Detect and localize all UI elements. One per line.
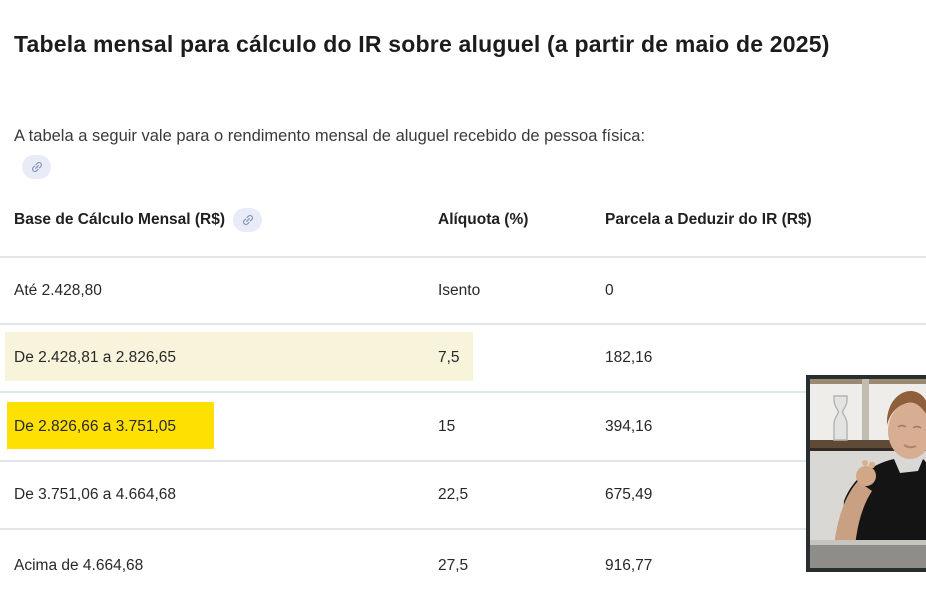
intro-paragraph: A tabela a seguir vale para o rendimento… bbox=[14, 123, 669, 179]
cell-base: De 2.428,81 a 2.826,65 bbox=[14, 349, 177, 366]
link-icon bbox=[31, 161, 42, 172]
citation-chip[interactable] bbox=[233, 208, 263, 232]
cell-aliquota: 27,5 bbox=[438, 556, 469, 574]
table-row: De 2.826,66 a 3.751,05 15 394,16 bbox=[0, 393, 926, 462]
cell-aliquota: 15 bbox=[438, 417, 456, 435]
table-row: De 2.428,81 a 2.826,65 7,5 182,16 bbox=[0, 325, 926, 393]
link-icon bbox=[242, 215, 253, 225]
header-parcela: Parcela a Deduzir do IR (R$) bbox=[605, 211, 812, 228]
presenter-webcam-overlay bbox=[806, 375, 926, 572]
table-row: Acima de 4.664,68 27,5 916,77 bbox=[0, 530, 926, 601]
cell-base: De 2.826,66 a 3.751,05 bbox=[14, 417, 177, 435]
page-title: Tabela mensal para cálculo do IR sobre a… bbox=[14, 31, 830, 58]
cell-base: Até 2.428,80 bbox=[14, 281, 102, 299]
cell-aliquota: Isento bbox=[438, 281, 481, 299]
soft-yellow-highlight bbox=[5, 332, 473, 381]
cell-parcela: 675,49 bbox=[605, 486, 653, 503]
cell-base: Acima de 4.664,68 bbox=[14, 556, 144, 574]
video-frame: { "page": { "title": "Tabela mensal para… bbox=[0, 31, 926, 574]
tax-table: Base de Cálculo Mensal (R$) Alíquota (%)… bbox=[0, 190, 926, 601]
bright-yellow-highlight bbox=[7, 402, 214, 449]
table-row: Até 2.428,80 Isento 0 bbox=[0, 258, 926, 325]
header-base-de-calculo: Base de Cálculo Mensal (R$) bbox=[14, 211, 226, 228]
cell-parcela: 394,16 bbox=[605, 417, 653, 435]
presenter-video-still bbox=[810, 379, 926, 568]
table-header-row: Base de Cálculo Mensal (R$) Alíquota (%)… bbox=[0, 190, 926, 258]
cell-aliquota: 7,5 bbox=[438, 349, 460, 366]
cell-parcela: 916,77 bbox=[605, 556, 653, 574]
table-row: De 3.751,06 a 4.664,68 22,5 675,49 bbox=[0, 462, 926, 530]
intro-text: A tabela a seguir vale para o rendimento… bbox=[14, 126, 646, 145]
citation-chip[interactable] bbox=[22, 154, 51, 179]
cell-base: De 3.751,06 a 4.664,68 bbox=[14, 486, 177, 503]
cell-parcela: 182,16 bbox=[605, 349, 653, 366]
cell-aliquota: 22,5 bbox=[438, 486, 469, 503]
header-aliquota: Alíquota (%) bbox=[438, 211, 529, 228]
cell-parcela: 0 bbox=[605, 281, 614, 299]
